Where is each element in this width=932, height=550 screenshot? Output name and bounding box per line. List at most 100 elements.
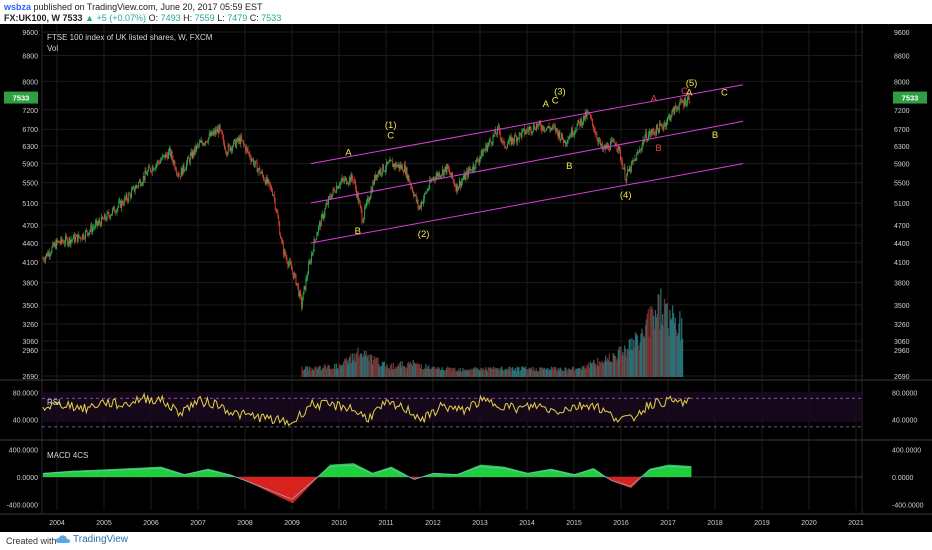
volume-bar — [604, 360, 606, 377]
volume-bar — [615, 355, 617, 377]
macd-histogram-bar — [411, 477, 414, 479]
price-candle — [198, 142, 200, 146]
macd-histogram-bar — [271, 477, 273, 494]
volume-bar — [410, 363, 413, 377]
tradingview-brand[interactable]: TradingView — [56, 534, 128, 545]
price-candle — [392, 161, 394, 167]
volume-bar — [309, 366, 311, 377]
price-tick-label-left: 6300 — [22, 144, 38, 151]
macd-histogram-bar — [111, 469, 113, 477]
volume-bar — [474, 369, 477, 377]
macd-histogram-bar — [351, 463, 353, 477]
macd-histogram-bar — [192, 472, 195, 477]
price-candle — [308, 263, 310, 275]
macd-histogram-bar — [366, 470, 368, 477]
macd-histogram-bar — [70, 470, 73, 477]
price-tick-label-left: 8000 — [22, 79, 38, 86]
macd-histogram-bar — [263, 477, 265, 490]
price-candle — [78, 234, 80, 238]
volume-bar — [641, 328, 643, 377]
price-candle — [191, 151, 193, 158]
price-candle — [87, 233, 89, 236]
macd-histogram-bar — [313, 477, 315, 482]
time-tick-label: 2005 — [96, 520, 112, 527]
volume-bar — [572, 366, 574, 377]
volume-bar — [556, 368, 558, 377]
price-candle — [235, 141, 237, 148]
volume-bar — [568, 369, 571, 377]
price-candle — [679, 99, 681, 105]
chart-canvas[interactable]: FTSE 100 index of UK listed shares, W, F… — [0, 24, 932, 532]
price-candle — [630, 162, 632, 172]
price-candle — [121, 201, 122, 208]
price-tick-label-left: 2960 — [22, 348, 38, 355]
macd-histogram-bar — [98, 469, 100, 477]
macd-histogram-bar — [190, 472, 192, 477]
macd-histogram-bar — [677, 465, 679, 477]
volume-bar — [436, 367, 439, 377]
price-candle — [142, 176, 144, 183]
price-candle — [221, 130, 223, 135]
macd-histogram-bar — [497, 466, 499, 477]
volume-bar — [431, 367, 433, 377]
volume-bar — [642, 332, 644, 377]
price-candle — [71, 239, 73, 241]
macd-histogram-bar — [530, 472, 533, 477]
volume-bar — [559, 367, 562, 377]
price-candle — [416, 199, 418, 201]
price-candle — [131, 187, 133, 191]
volume-bar — [586, 365, 588, 377]
volume-bar — [546, 368, 548, 377]
macd-histogram-bar — [505, 467, 508, 477]
macd-histogram-bar — [665, 465, 668, 477]
macd-histogram-bar — [364, 469, 367, 477]
macd-histogram-bar — [278, 477, 281, 497]
macd-histogram-bar — [412, 477, 414, 479]
macd-histogram-bar — [456, 474, 459, 477]
price-candle — [374, 175, 376, 185]
macd-histogram-bar — [338, 464, 340, 477]
macd-histogram-bar — [147, 467, 150, 477]
price-candle — [95, 220, 97, 224]
macd-histogram-bar — [594, 469, 596, 477]
macd-histogram-bar — [208, 468, 210, 477]
macd-histogram-bar — [89, 470, 92, 477]
elliott-channel-lines — [310, 84, 744, 244]
price-candle — [320, 215, 322, 227]
volume-bar — [531, 369, 534, 377]
price-candle — [508, 137, 510, 143]
price-candle — [538, 121, 540, 125]
macd-histogram-bar — [252, 477, 254, 485]
macd-histogram-bar — [474, 467, 476, 477]
macd-histogram-bar — [304, 477, 306, 491]
macd-histogram-bar — [576, 473, 578, 477]
macd-histogram-bar — [484, 465, 487, 477]
macd-histogram-bar — [392, 467, 395, 477]
macd-histogram-bar — [659, 466, 661, 477]
price-candle — [671, 110, 673, 117]
macd-histogram-bar — [436, 473, 439, 477]
price-candle — [583, 115, 584, 123]
price-candle — [536, 124, 537, 131]
publisher-username[interactable]: wsbza — [4, 2, 32, 12]
price-candle — [512, 137, 514, 142]
volume-bar — [422, 369, 424, 377]
volume-bar — [304, 368, 306, 377]
macd-histogram-bar — [169, 469, 171, 477]
price-candle — [345, 177, 347, 179]
volume-bar — [388, 367, 390, 377]
macd-histogram-bar — [615, 477, 618, 483]
volume-bar — [460, 371, 462, 377]
price-candle — [655, 132, 657, 135]
footer: Created with TradingView — [0, 532, 932, 550]
volume-bar — [355, 353, 357, 377]
macd-histogram-bar — [239, 477, 242, 479]
price-candle — [154, 168, 156, 170]
price-candle — [354, 180, 356, 182]
macd-histogram-bar — [361, 467, 363, 477]
macd-histogram-bar — [166, 468, 169, 477]
price-candle — [607, 144, 609, 148]
price-candle — [77, 234, 79, 242]
price-candle — [281, 238, 282, 240]
symbol-name[interactable]: FX:UK100, W — [4, 13, 61, 23]
